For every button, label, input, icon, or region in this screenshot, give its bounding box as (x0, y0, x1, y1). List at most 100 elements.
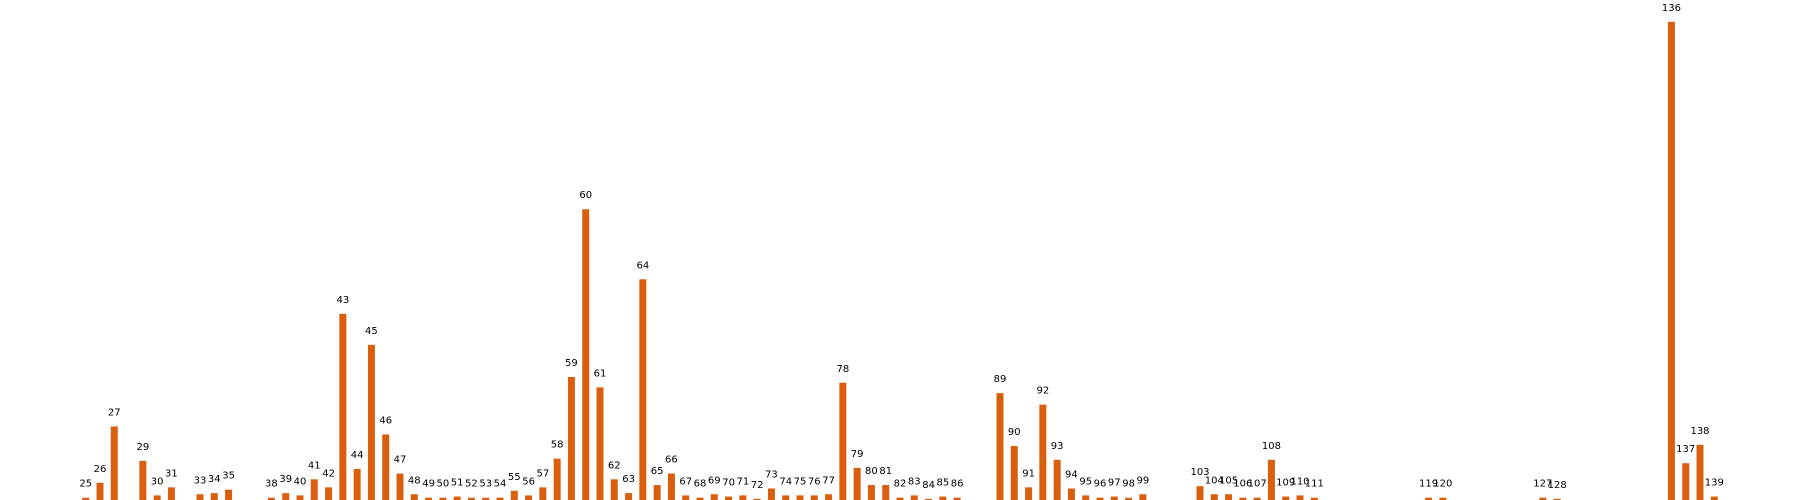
bar (510, 490, 518, 500)
bar (1210, 494, 1218, 500)
bar-label: 66 (665, 455, 678, 466)
bar (310, 479, 318, 500)
bar (196, 494, 204, 500)
bar (1439, 497, 1447, 500)
bar-label: 60 (579, 190, 592, 201)
bar-label: 47 (394, 455, 407, 466)
bar (110, 426, 118, 500)
bar (667, 473, 675, 500)
bar (425, 497, 433, 500)
bar (1539, 497, 1547, 500)
bar-label: 65 (651, 466, 664, 477)
bar-label: 77 (822, 475, 835, 486)
bar-label: 99 (1136, 475, 1149, 486)
bar-label: 75 (794, 476, 807, 487)
bar-label: 33 (194, 475, 207, 486)
bar-label: 74 (779, 476, 792, 487)
bar-label: 119 (1419, 479, 1438, 490)
bar (682, 495, 690, 500)
bar (767, 488, 775, 500)
bar (1053, 459, 1061, 500)
bar-label: 67 (679, 476, 692, 487)
bar-label: 62 (608, 460, 621, 471)
bar-label: 97 (1108, 478, 1121, 489)
bar (1225, 494, 1233, 500)
bar (1253, 497, 1261, 500)
bar (1110, 496, 1118, 500)
bar (839, 382, 847, 500)
bar-label: 30 (151, 476, 164, 487)
bar (453, 496, 461, 500)
bar-label: 26 (94, 464, 107, 475)
bar-label: 127 (1533, 479, 1552, 490)
bar-label: 55 (508, 472, 521, 483)
bar (1296, 495, 1304, 500)
bar (1425, 497, 1433, 500)
bar (210, 493, 218, 500)
bar (725, 496, 733, 500)
bar-label: 80 (865, 466, 878, 477)
bar (410, 494, 418, 500)
bar-label: 31 (165, 468, 178, 479)
bar (482, 497, 490, 500)
bar (225, 489, 233, 500)
bar (153, 495, 161, 500)
bar (910, 495, 918, 500)
bar (796, 495, 804, 500)
bar (1667, 21, 1675, 500)
bar-label: 137 (1676, 444, 1695, 455)
bar-label: 108 (1262, 441, 1281, 452)
bar-label: 40 (294, 476, 307, 487)
bar (639, 279, 647, 500)
bar (939, 496, 947, 500)
bar-label: 52 (465, 479, 478, 490)
bar (582, 209, 590, 500)
bar-label: 54 (494, 479, 507, 490)
bar-label: 92 (1036, 386, 1049, 397)
bar-label: 53 (479, 479, 492, 490)
bar-label: 128 (1548, 480, 1567, 491)
bar-label: 48 (408, 475, 421, 486)
bar-label: 45 (365, 326, 378, 337)
bar (1696, 444, 1704, 500)
bar-label: 42 (322, 468, 335, 479)
bar (853, 467, 861, 500)
bar (282, 493, 290, 500)
bar (567, 377, 575, 500)
bar-label: 86 (951, 479, 964, 490)
bar (382, 434, 390, 500)
bar-label: 111 (1305, 479, 1324, 490)
bar (525, 495, 533, 500)
bar-label: 96 (1094, 479, 1107, 490)
bar (539, 487, 547, 500)
bar (1196, 486, 1204, 500)
bar (439, 497, 447, 500)
bar (1553, 498, 1561, 500)
bar-label: 56 (522, 476, 535, 487)
bar-label: 64 (636, 260, 649, 271)
bar (1067, 488, 1075, 500)
bar-label: 44 (351, 450, 364, 461)
bar (467, 497, 475, 500)
bar-label: 81 (879, 466, 892, 477)
bar (267, 497, 275, 500)
bar-label: 138 (1690, 426, 1709, 437)
bar-label: 82 (894, 479, 907, 490)
bar (1139, 494, 1147, 500)
bar (82, 497, 90, 500)
bar-label: 78 (836, 364, 849, 375)
bar (610, 479, 618, 500)
bar-label: 43 (336, 295, 349, 306)
bar (339, 313, 347, 500)
bar (1710, 496, 1718, 500)
bar-label: 93 (1051, 441, 1064, 452)
bar (96, 482, 104, 500)
bar (1682, 463, 1690, 500)
bar-label: 35 (222, 471, 235, 482)
bar (782, 495, 790, 500)
bar (696, 497, 704, 500)
bar (1125, 497, 1133, 500)
bar-label: 104 (1205, 475, 1224, 486)
